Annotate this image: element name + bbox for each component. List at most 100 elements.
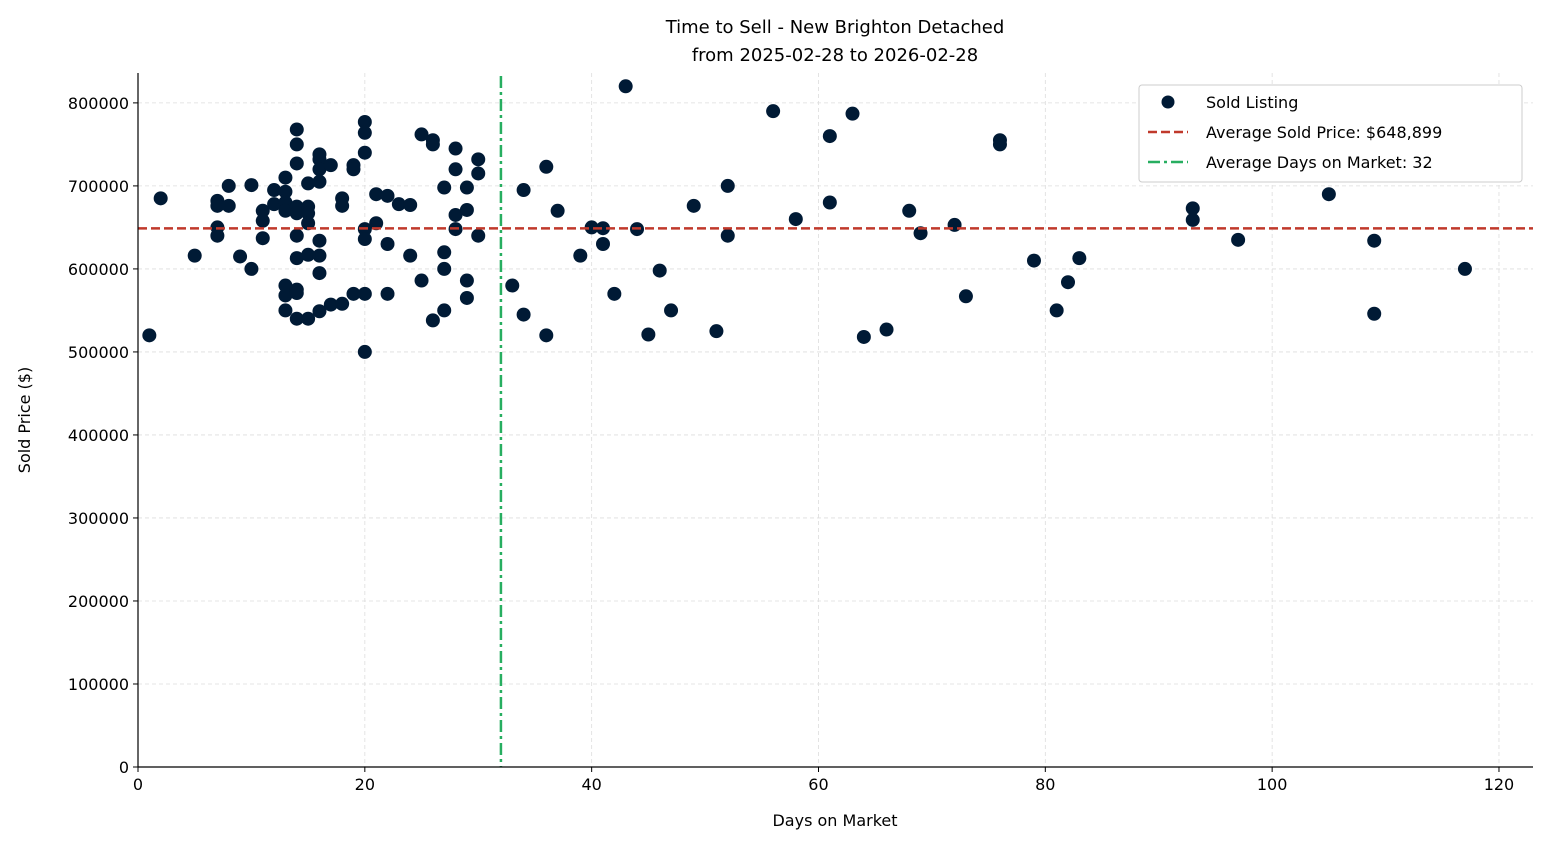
data-point: [913, 226, 928, 241]
legend-marker-sold: [1161, 95, 1175, 109]
x-tick-label: 20: [355, 775, 375, 794]
data-point: [550, 203, 565, 218]
chart-title: Time to Sell - New Brighton Detached: [665, 17, 1005, 38]
data-point: [958, 289, 973, 304]
data-point: [312, 152, 327, 167]
data-point: [641, 327, 656, 342]
data-point: [686, 198, 701, 213]
legend-label-sold: Sold Listing: [1206, 93, 1298, 112]
data-point: [459, 202, 474, 217]
data-point: [856, 329, 871, 344]
data-point: [448, 162, 463, 177]
data-points: [142, 79, 1472, 359]
data-point: [1026, 253, 1041, 268]
data-point: [267, 197, 282, 212]
data-point: [596, 237, 610, 252]
data-point: [573, 248, 588, 263]
data-point: [822, 195, 837, 210]
data-point: [403, 197, 418, 212]
data-point: [584, 220, 599, 235]
data-point: [1072, 251, 1087, 266]
data-point: [505, 278, 520, 293]
data-point: [278, 203, 293, 218]
data-point: [244, 178, 259, 193]
x-axis-label: Days on Market: [772, 811, 897, 830]
data-point: [289, 137, 304, 152]
data-point: [879, 322, 894, 337]
data-point: [153, 191, 168, 206]
data-point: [335, 296, 350, 311]
y-tick-label: 100000: [68, 675, 129, 694]
data-point: [539, 159, 554, 174]
data-point: [210, 228, 225, 243]
x-tick-label: 120: [1484, 775, 1515, 794]
data-point: [391, 197, 406, 212]
data-point: [289, 285, 304, 300]
data-point: [289, 122, 304, 137]
data-point: [425, 313, 440, 328]
data-point: [425, 137, 440, 152]
data-point: [210, 198, 225, 213]
data-point: [471, 228, 486, 243]
data-point: [221, 198, 236, 213]
data-point: [233, 249, 248, 264]
data-point: [992, 137, 1007, 152]
data-point: [459, 180, 474, 195]
data-point: [312, 162, 327, 177]
data-point: [448, 141, 463, 156]
data-point: [1061, 275, 1075, 290]
data-point: [357, 286, 372, 301]
data-point: [471, 152, 486, 167]
data-point: [301, 176, 316, 191]
data-point: [380, 188, 395, 203]
data-point: [448, 207, 463, 222]
axis-ticks: 0 20 40 60 80 100 120 0 100000 200000 300000 400000…: [68, 94, 1514, 794]
data-point: [1231, 232, 1246, 247]
data-point: [414, 273, 429, 288]
x-tick-label: 40: [581, 775, 601, 794]
data-point: [1321, 187, 1336, 202]
legend: Sold Listing Average Sold Price: $648,89…: [1138, 84, 1523, 183]
data-point: [301, 216, 316, 231]
data-point: [822, 129, 837, 144]
data-point: [255, 203, 270, 218]
data-point: [788, 212, 803, 227]
data-point: [369, 187, 384, 202]
data-point: [301, 247, 316, 262]
data-point: [437, 180, 452, 195]
data-point: [618, 79, 633, 94]
y-tick-label: 500000: [68, 343, 129, 362]
data-point: [664, 303, 679, 318]
legend-label-avg-price: Average Sold Price: $648,899: [1206, 123, 1442, 142]
data-point: [357, 125, 372, 140]
data-point: [459, 273, 474, 288]
data-point: [346, 162, 361, 177]
y-tick-label: 200000: [68, 592, 129, 611]
data-point: [1049, 303, 1064, 318]
data-point: [437, 245, 452, 260]
data-point: [459, 290, 474, 305]
data-point: [278, 170, 293, 185]
data-point: [1367, 233, 1382, 248]
data-point: [267, 183, 282, 198]
y-tick-label: 0: [119, 758, 129, 777]
data-point: [312, 174, 327, 189]
data-point: [289, 311, 304, 326]
data-point: [289, 156, 304, 171]
data-point: [596, 221, 610, 236]
data-point: [357, 344, 372, 359]
chart-subtitle: from 2025-02-28 to 2026-02-28: [692, 45, 978, 66]
y-tick-label: 600000: [68, 260, 129, 279]
data-point: [346, 286, 361, 301]
data-point: [1185, 201, 1200, 216]
data-point: [1367, 306, 1382, 321]
x-tick-label: 60: [808, 775, 828, 794]
data-point: [289, 251, 304, 266]
data-point: [652, 263, 667, 278]
data-point: [947, 217, 962, 232]
data-point: [902, 203, 917, 218]
data-point: [720, 178, 735, 193]
data-point: [357, 145, 372, 160]
data-point: [437, 303, 452, 318]
